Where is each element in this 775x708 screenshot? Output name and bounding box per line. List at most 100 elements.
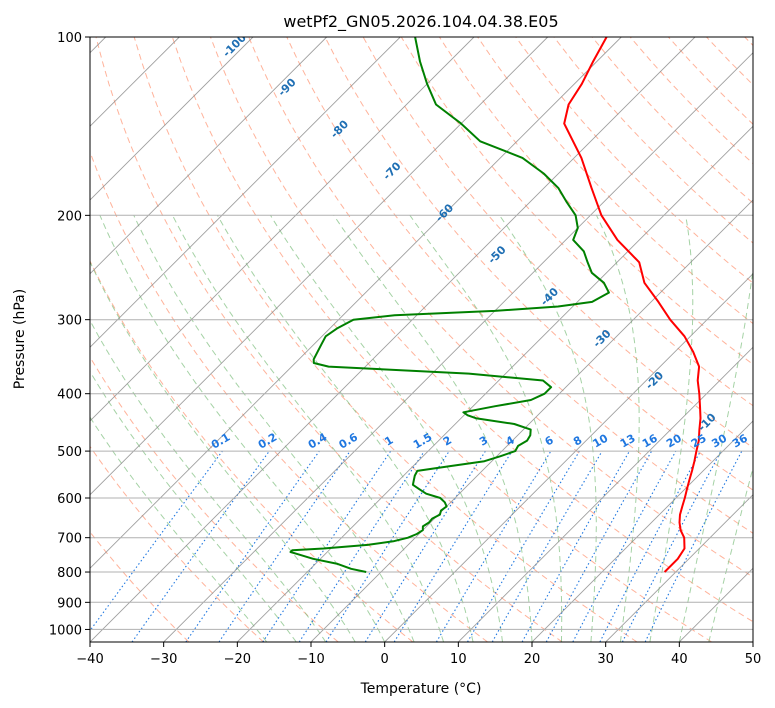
x-tick-label: −20 xyxy=(224,652,251,667)
mixing-ratio-line xyxy=(218,450,351,642)
mixing-ratio-label: 3 xyxy=(477,434,490,449)
isotherm-line xyxy=(678,567,753,642)
isotherm-line xyxy=(236,125,753,642)
isotherm-label: -70 xyxy=(380,159,403,182)
moist-adiabat xyxy=(172,215,445,642)
isotherm-line xyxy=(163,52,753,642)
dry-adiabat xyxy=(90,259,414,642)
x-tick-label: 50 xyxy=(745,652,762,667)
dry-adiabat xyxy=(90,531,190,642)
mixing-ratio-line xyxy=(545,450,653,642)
y-tick-label: 200 xyxy=(57,209,82,224)
dry-adiabat xyxy=(286,37,753,534)
moist-adiabat xyxy=(270,215,503,642)
moist-adiabat xyxy=(99,215,386,642)
y-tick-label: 800 xyxy=(57,566,82,581)
x-tick-label: 0 xyxy=(381,652,389,667)
y-tick-label: 700 xyxy=(57,532,82,547)
x-axis: −40 −30 −20 −10 0 10 20 30 40 50 xyxy=(76,642,761,667)
mixing-ratio-line xyxy=(467,450,580,642)
mixing-ratio-line xyxy=(644,450,743,642)
mixing-ratio-label: 0.4 xyxy=(306,430,330,451)
mixing-ratio-label: 20 xyxy=(664,431,684,450)
mixing-ratio-label: 0.1 xyxy=(209,431,232,452)
moist-adiabat xyxy=(499,215,597,642)
y-tick-label: 100 xyxy=(57,31,82,46)
chart-title: wetPf2_GN05.2026.104.04.38.E05 xyxy=(283,12,558,32)
moist-adiabat xyxy=(409,215,563,642)
x-tick-label: 20 xyxy=(524,652,541,667)
x-tick-label: −30 xyxy=(150,652,177,667)
moist-adiabat xyxy=(649,215,694,642)
y-tick-label: 600 xyxy=(57,492,82,507)
mixing-ratio-label: 1 xyxy=(382,434,395,449)
dry-adiabat xyxy=(515,37,753,284)
mixing-ratio-label: 4 xyxy=(504,433,517,448)
y-axis-label: Pressure (hPa) xyxy=(12,289,28,389)
isotherm-line xyxy=(90,37,622,569)
isotherm-line xyxy=(90,37,401,348)
dry-adiabat xyxy=(553,37,753,244)
y-tick-label: 300 xyxy=(57,314,82,329)
dry-adiabat xyxy=(210,37,753,623)
x-tick-label: 40 xyxy=(671,652,688,667)
y-tick-label: 500 xyxy=(57,445,82,460)
mixing-ratio-line xyxy=(298,450,425,642)
mixing-ratio-line xyxy=(90,450,223,632)
isotherm-line xyxy=(605,494,753,642)
dry-adiabat xyxy=(95,37,563,642)
dry-adiabat xyxy=(90,445,264,642)
moist-adiabat xyxy=(90,260,356,642)
isotherm-line xyxy=(457,346,753,642)
temperature-profile-line xyxy=(563,37,702,573)
dewpoint-profile-line xyxy=(289,37,610,573)
x-tick-label: −40 xyxy=(76,652,103,667)
isotherm-line xyxy=(90,37,549,496)
isotherm-label: -60 xyxy=(433,201,456,224)
dry-adiabat xyxy=(90,150,488,642)
y-axis: 100 200 300 400 500 600 700 800 900 1000 xyxy=(49,31,90,638)
moist-adiabat xyxy=(90,416,268,642)
isotherm-line xyxy=(90,37,328,275)
isotherm-label: -30 xyxy=(590,327,613,350)
isotherm-line xyxy=(310,199,753,642)
moist-adiabat xyxy=(217,215,474,642)
mixing-ratio-line xyxy=(364,450,486,642)
isotherm-label: 0 xyxy=(752,457,767,472)
y-tick-label: 400 xyxy=(57,388,82,403)
mixing-ratio-label: 36 xyxy=(730,431,750,450)
mixing-ratio-label: 13 xyxy=(618,432,638,451)
dry-adiabat xyxy=(133,37,638,642)
dry-adiabat xyxy=(668,37,753,125)
dry-adiabat xyxy=(171,37,712,642)
y-tick-label: 1000 xyxy=(49,623,82,638)
moist-adiabat xyxy=(596,215,640,642)
isotherm-label: -80 xyxy=(328,117,351,140)
isotherm-label: -90 xyxy=(275,76,298,99)
profile-lines xyxy=(289,37,702,573)
isobar-gridlines xyxy=(90,37,753,630)
moist-adiabat xyxy=(333,215,533,642)
mixing-ratio-line xyxy=(572,450,677,642)
dry-adiabat xyxy=(248,37,753,578)
mixing-ratio-label: 25 xyxy=(689,432,709,451)
background-lines xyxy=(90,37,753,642)
moist-adiabat xyxy=(708,466,753,642)
isotherm-line xyxy=(90,37,696,642)
plot-frame xyxy=(89,36,754,643)
mixing-ratio-line xyxy=(131,450,270,642)
dry-adiabat xyxy=(90,356,339,642)
x-tick-label: 10 xyxy=(450,652,467,667)
isotherm-label: -40 xyxy=(538,285,561,308)
mixing-ratio-label: 2 xyxy=(441,434,454,449)
moist-adiabat xyxy=(90,370,297,642)
moist-adiabat xyxy=(90,319,327,642)
x-tick-label: −10 xyxy=(297,652,324,667)
isotherm-line xyxy=(384,273,753,642)
mixing-ratio-line xyxy=(521,450,630,642)
mixing-ratio-line xyxy=(393,450,513,642)
mixing-ratio-line xyxy=(185,450,320,642)
moist-adiabat xyxy=(678,265,753,642)
isotherm-label: -20 xyxy=(643,369,666,392)
